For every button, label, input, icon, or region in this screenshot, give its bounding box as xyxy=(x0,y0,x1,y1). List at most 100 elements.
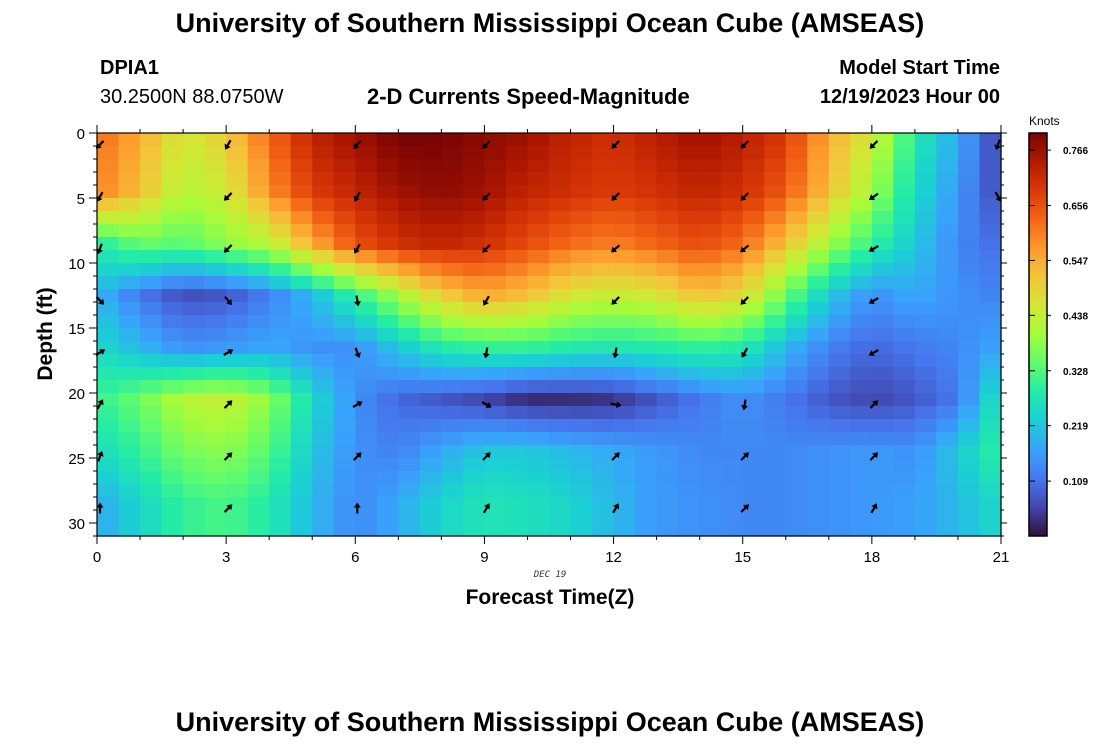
heatmap-cell xyxy=(355,289,378,303)
heatmap-cell xyxy=(462,458,486,472)
current-arrow xyxy=(611,192,620,201)
heatmap-cell xyxy=(549,393,572,407)
heatmap-cell xyxy=(97,458,120,472)
heatmap-cell xyxy=(247,250,270,264)
heatmap-cell xyxy=(118,497,141,511)
heatmap-cell xyxy=(290,172,313,186)
heatmap-cell xyxy=(678,367,701,381)
heatmap-cell xyxy=(376,510,399,524)
x-tick-label: 15 xyxy=(734,549,751,566)
x-tick-label: 3 xyxy=(222,549,230,566)
heatmap-cell xyxy=(678,224,701,238)
heatmap-cell xyxy=(226,146,249,160)
heatmap-cell xyxy=(398,471,421,485)
heatmap-cell xyxy=(290,237,313,251)
heatmap-cell xyxy=(871,250,894,264)
heatmap-cell xyxy=(484,276,507,290)
current-arrow xyxy=(482,244,491,253)
heatmap-cell xyxy=(592,315,615,329)
heatmap-cell xyxy=(269,458,292,472)
heatmap-cell xyxy=(226,185,249,199)
arrow-head xyxy=(96,502,104,508)
heatmap-cell xyxy=(441,367,464,381)
heatmap-cell xyxy=(699,445,722,459)
heatmap-cell xyxy=(269,484,292,498)
current-arrow xyxy=(352,400,363,408)
heatmap-cell xyxy=(376,146,399,160)
heatmap-cell xyxy=(678,289,701,303)
heatmap-cell xyxy=(570,445,593,459)
current-arrow xyxy=(482,347,490,359)
heatmap-cell xyxy=(269,510,292,524)
heatmap-cell xyxy=(678,185,701,199)
heatmap-cell xyxy=(635,185,658,199)
heatmap-cell xyxy=(570,497,593,511)
heatmap-cell xyxy=(828,380,851,394)
heatmap-cell xyxy=(635,211,658,225)
heatmap-cell xyxy=(484,354,507,368)
heatmap-cell xyxy=(914,315,938,329)
heatmap-cell xyxy=(333,432,356,446)
heatmap-cell xyxy=(656,328,679,342)
heatmap-cell xyxy=(161,224,184,238)
heatmap-cell xyxy=(807,341,830,355)
heatmap-cell xyxy=(419,224,442,238)
heatmap-cell xyxy=(828,185,851,199)
heatmap-cell xyxy=(785,315,808,329)
heatmap-cell xyxy=(764,393,787,407)
heatmap-cell xyxy=(613,302,636,316)
heatmap-cell xyxy=(419,458,442,472)
heatmap-cell xyxy=(269,172,292,186)
heatmap-cell xyxy=(785,393,808,407)
heatmap-cell xyxy=(742,172,765,186)
heatmap-cell xyxy=(979,497,1002,511)
heatmap-cell xyxy=(613,328,636,342)
heatmap-cell xyxy=(893,354,916,368)
heatmap-cell xyxy=(226,159,249,173)
heatmap-cell xyxy=(527,302,550,316)
heatmap-cell xyxy=(269,224,292,238)
current-arrow xyxy=(994,139,1001,151)
heatmap-cell xyxy=(807,224,830,238)
heatmap-cell xyxy=(398,432,421,446)
heatmap-cell xyxy=(505,237,529,251)
current-arrow xyxy=(353,139,362,150)
heatmap-cell xyxy=(914,367,938,381)
heatmap-cell xyxy=(893,198,916,212)
heatmap-cell xyxy=(140,458,163,472)
chart-subtitle: 2-D Currents Speed-Magnitude xyxy=(367,84,690,109)
heatmap-cell xyxy=(678,432,701,446)
heatmap-cell xyxy=(183,458,206,472)
heatmap-cell xyxy=(914,250,938,264)
heatmap-cell xyxy=(828,432,851,446)
x-axis: 0 3 6 9 12 15 18 21 xyxy=(93,125,1009,566)
heatmap-cell xyxy=(785,484,808,498)
heatmap-cell xyxy=(785,289,808,303)
heatmap-cell xyxy=(355,341,378,355)
heatmap-cell xyxy=(871,211,894,225)
heatmap-cell xyxy=(828,237,851,251)
heatmap-cell xyxy=(678,471,701,485)
heatmap-cell xyxy=(721,289,744,303)
heatmap-cell xyxy=(419,250,442,264)
heatmap-cell xyxy=(979,315,1002,329)
heatmap-cell xyxy=(850,471,873,485)
heatmap-cell xyxy=(721,172,744,186)
heatmap-cell xyxy=(570,393,593,407)
heatmap-cell xyxy=(871,172,894,186)
heatmap-cell xyxy=(635,497,658,511)
heatmap-cell xyxy=(570,224,593,238)
heatmap-cell xyxy=(699,224,722,238)
heatmap-cell xyxy=(290,432,313,446)
heatmap-cell xyxy=(570,484,593,498)
arrow-head xyxy=(740,142,747,149)
heatmap-cell xyxy=(419,172,442,186)
heatmap-cell xyxy=(505,419,529,433)
heatmap-cell xyxy=(204,341,227,355)
heatmap-cell xyxy=(312,354,335,368)
heatmap-cell xyxy=(204,432,227,446)
heatmap-cell xyxy=(914,263,938,277)
heatmap-cell xyxy=(118,419,141,433)
heatmap-cell xyxy=(957,471,981,485)
heatmap-cell xyxy=(441,159,464,173)
